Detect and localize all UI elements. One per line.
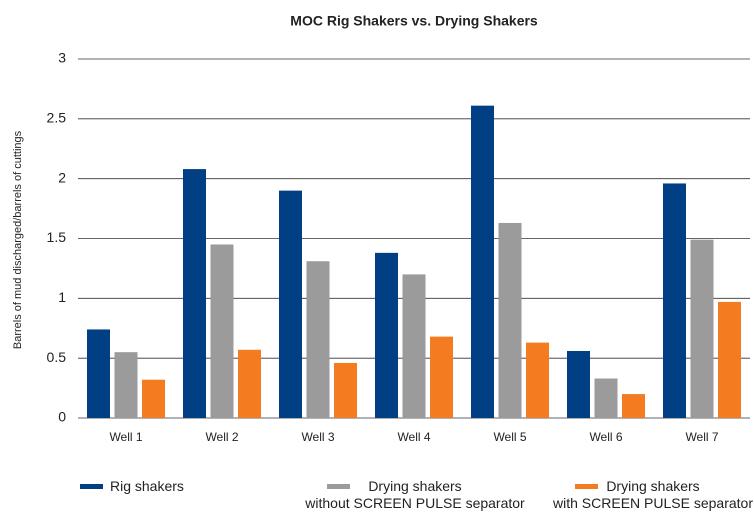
bar [279, 190, 302, 418]
x-tick-label: Well 1 [109, 430, 142, 444]
x-tick-label: Well 7 [685, 430, 718, 444]
bar [430, 336, 453, 418]
legend-label: Drying shakers without SCREEN PULSE sepa… [305, 478, 525, 511]
x-tick-label: Well 2 [205, 430, 238, 444]
bar [663, 183, 686, 418]
legend-swatch [327, 484, 350, 489]
bar [183, 169, 206, 418]
y-tick-label: 0.5 [47, 349, 67, 365]
bar [622, 394, 645, 418]
y-tick-label: 1.5 [47, 229, 67, 245]
y-tick-label: 1 [58, 289, 66, 305]
legend-label: Rig shakers [110, 478, 184, 494]
bar [114, 352, 138, 418]
bar [238, 349, 261, 418]
chart-title: MOC Rig Shakers vs. Drying Shakers [290, 13, 538, 29]
y-tick-label: 3 [58, 50, 66, 66]
bar [718, 301, 741, 418]
bar [306, 261, 330, 418]
bar [402, 274, 426, 418]
y-axis-label: Barrels of mud discharged/barrels of cut… [12, 130, 24, 349]
bar [471, 105, 494, 419]
x-tick-label: Well 3 [301, 430, 334, 444]
bar [334, 362, 357, 418]
bar [526, 342, 549, 418]
legend-swatch [575, 484, 598, 489]
y-tick-label: 2.5 [47, 110, 67, 126]
y-tick-label: 0 [58, 409, 66, 425]
bar [142, 379, 165, 418]
x-tick-label: Well 6 [589, 430, 622, 444]
bar [210, 244, 234, 418]
bar [567, 350, 590, 418]
legend-label: Drying shakers with SCREEN PULSE separat… [553, 478, 753, 511]
x-tick-label: Well 5 [493, 430, 526, 444]
y-tick-label: 2 [58, 169, 66, 185]
bar [498, 222, 522, 418]
bar [87, 329, 110, 418]
x-tick-label: Well 4 [397, 430, 430, 444]
bar [375, 252, 398, 418]
bar [690, 239, 714, 418]
legend-swatch [80, 484, 103, 489]
bar [594, 378, 618, 418]
